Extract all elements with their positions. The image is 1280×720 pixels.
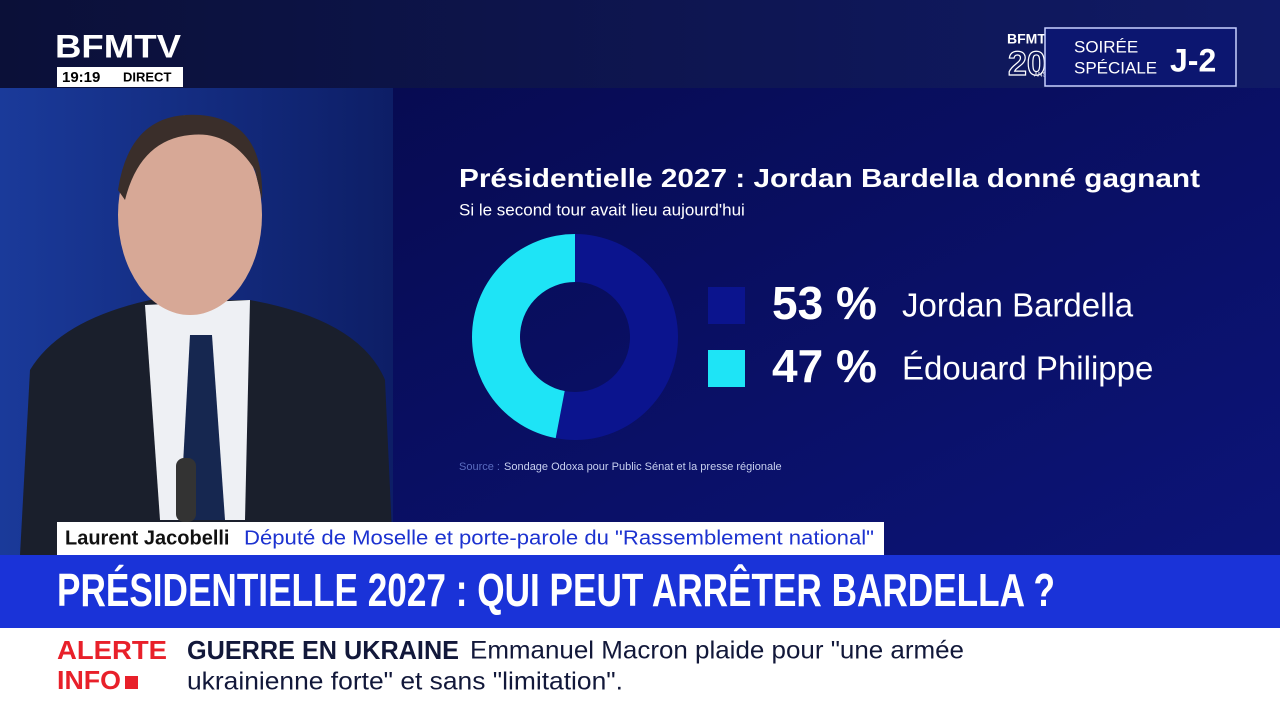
headline-band (0, 555, 1280, 628)
badge-anniversary: 20 (1008, 45, 1046, 83)
badge-line2: SPÉCIALE (1074, 58, 1157, 77)
hair (118, 114, 263, 200)
caption-box (57, 522, 884, 555)
alert-line2: INFO (57, 665, 121, 695)
ticker-line1: Emmanuel Macron plaide pour "une armée (470, 637, 964, 665)
legend-swatch (708, 350, 745, 387)
source: Sondage Odoxa pour Public Sénat et la pr… (504, 461, 782, 473)
legend: 53 % Jordan Bardella 47 % Édouard Philippe (708, 277, 1153, 392)
value-label: 53 % (772, 277, 877, 329)
badge-box (1044, 27, 1237, 87)
donut-segment (555, 234, 678, 440)
head (118, 115, 262, 315)
ticker-line2: ukrainienne forte" et sans "limitation". (187, 668, 623, 696)
live: DIRECT (123, 69, 171, 84)
badge-line1: SOIRÉE (1074, 37, 1138, 56)
ticker-topic: GUERRE EN UKRAINE (187, 635, 459, 665)
channel-logo: BFMTV (55, 28, 182, 64)
badge-countdown: J-2 (1170, 42, 1216, 78)
chart-panel (393, 88, 1280, 555)
alert-square (125, 676, 138, 689)
legend-swatch (708, 287, 745, 324)
ticker (0, 628, 1280, 720)
legend-label: Édouard Philippe (902, 350, 1153, 387)
caption-name: Laurent Jacobelli (65, 527, 230, 549)
headline: PRÉSIDENTIELLE 2027 : QUI PEUT ARRÊTER B… (57, 564, 1055, 616)
legend-label: Jordan Bardella (902, 287, 1134, 324)
alert-line1: ALERTE (57, 635, 167, 665)
source-label: Source : (459, 461, 500, 473)
chart-title: Présidentielle 2027 : Jordan Bardella do… (459, 163, 1200, 193)
time-box (57, 67, 183, 87)
donut (471, 234, 678, 440)
time: 19:19 (62, 69, 100, 86)
donut-segment (471, 234, 575, 439)
chart-subtitle: Si le second tour avait lieu aujourd'hui (459, 200, 745, 219)
value-label: 47 % (772, 340, 877, 392)
microphone (176, 458, 196, 522)
caption-role: Député de Moselle et porte-parole du "Ra… (244, 527, 874, 549)
